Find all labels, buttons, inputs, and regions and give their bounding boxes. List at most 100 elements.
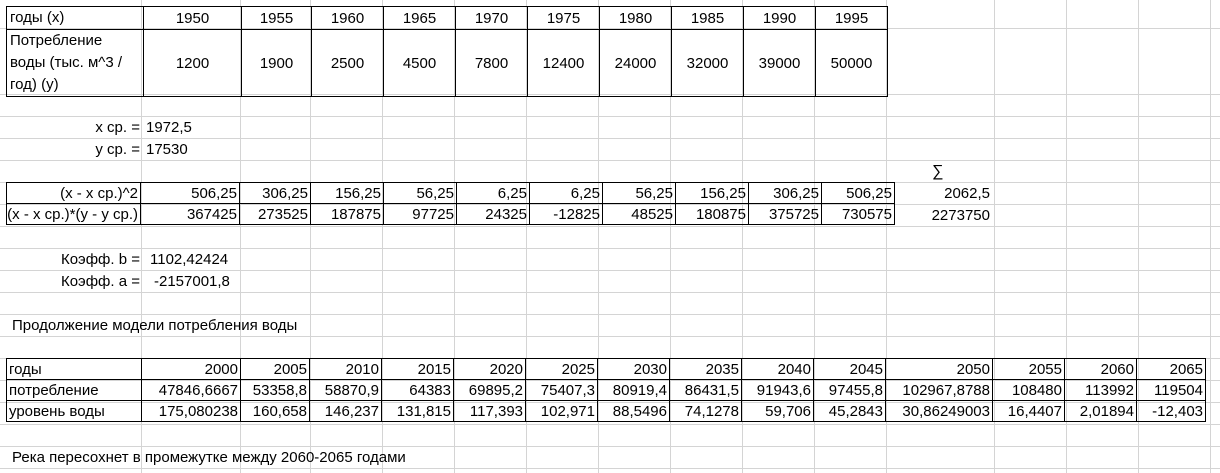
forecast-level-cell[interactable]: 30,86249003 (885, 400, 993, 422)
coef-a-value[interactable]: -2157001,8 (154, 273, 230, 290)
y-mean-label[interactable]: y ср. = (95, 141, 140, 158)
forecast-year-cell[interactable]: 2010 (309, 358, 382, 380)
year-cell[interactable]: 1985 (671, 6, 744, 30)
year-cell[interactable]: 1970 (455, 6, 528, 30)
consumption-cell[interactable]: 2500 (311, 29, 384, 97)
forecast-year-cell[interactable]: 2000 (141, 358, 241, 380)
consumption-label[interactable]: Потребление воды (тыс. м^3 / год) (y) (6, 29, 144, 97)
forecast-consumption-cell[interactable]: 75407,3 (525, 379, 598, 401)
calc-cell[interactable]: 6,25 (529, 182, 603, 204)
forecast-year-cell[interactable]: 2020 (453, 358, 526, 380)
year-cell[interactable]: 1960 (311, 6, 384, 30)
calc-cell[interactable]: 506,25 (140, 182, 240, 204)
forecast-level-cell[interactable]: 117,393 (453, 400, 526, 422)
year-cell[interactable]: 1990 (743, 6, 816, 30)
calc-cell[interactable]: 306,25 (239, 182, 311, 204)
forecast-consumption-cell[interactable]: 64383 (381, 379, 454, 401)
squared-deviation-label[interactable]: (x - x ср.)^2 (6, 182, 141, 204)
calc-cell[interactable]: 375725 (748, 203, 822, 225)
forecast-level-cell[interactable]: -12,403 (1136, 400, 1206, 422)
forecast-level-cell[interactable]: 102,971 (525, 400, 598, 422)
forecast-year-cell[interactable]: 2030 (597, 358, 670, 380)
forecast-level-cell[interactable]: 74,1278 (669, 400, 742, 422)
calc-cell[interactable]: 187875 (310, 203, 384, 225)
cross-deviation-sum[interactable]: 2273750 (931, 207, 990, 224)
forecast-level-cell[interactable]: 16,4407 (992, 400, 1065, 422)
year-cell[interactable]: 1965 (383, 6, 456, 30)
consumption-cell[interactable]: 50000 (815, 29, 888, 97)
forecast-level-cell[interactable]: 146,237 (309, 400, 382, 422)
x-mean-value[interactable]: 1972,5 (146, 119, 192, 136)
forecast-consumption-cell[interactable]: 47846,6667 (141, 379, 241, 401)
forecast-consumption-cell[interactable]: 108480 (992, 379, 1065, 401)
consumption-cell[interactable]: 32000 (671, 29, 744, 97)
coef-b-value[interactable]: 1102,42424 (150, 251, 229, 268)
consumption-cell[interactable]: 1200 (143, 29, 242, 97)
forecast-year-cell[interactable]: 2005 (240, 358, 310, 380)
forecast-level-cell[interactable]: 59,706 (741, 400, 814, 422)
year-cell[interactable]: 1955 (241, 6, 312, 30)
consumption-cell[interactable]: 4500 (383, 29, 456, 97)
forecast-consumption-cell[interactable]: 97455,8 (813, 379, 886, 401)
calc-cell[interactable]: 730575 (821, 203, 895, 225)
calc-cell[interactable]: 506,25 (821, 182, 895, 204)
forecast-consumption-cell[interactable]: 86431,5 (669, 379, 742, 401)
forecast-consumption-cell[interactable]: 69895,2 (453, 379, 526, 401)
consumption-cell[interactable]: 7800 (455, 29, 528, 97)
forecast-level-cell[interactable]: 131,815 (381, 400, 454, 422)
calc-cell[interactable]: 24325 (456, 203, 530, 225)
calc-cell[interactable]: 48525 (602, 203, 676, 225)
forecast-consumption-cell[interactable]: 119504 (1136, 379, 1206, 401)
forecast-years-label[interactable]: годы (6, 358, 142, 380)
forecast-consumption-cell[interactable]: 91943,6 (741, 379, 814, 401)
cross-deviation-label[interactable]: (x - x ср.)*(y - y ср.) (6, 203, 141, 225)
forecast-year-cell[interactable]: 2015 (381, 358, 454, 380)
coef-a-label[interactable]: Коэфф. a = (60, 273, 140, 290)
forecast-year-cell[interactable]: 2050 (885, 358, 993, 380)
calc-cell[interactable]: 97725 (383, 203, 457, 225)
calc-cell[interactable]: 367425 (140, 203, 240, 225)
calc-cell[interactable]: 56,25 (602, 182, 676, 204)
forecast-year-cell[interactable]: 2035 (669, 358, 742, 380)
x-mean-label[interactable]: x ср. = (95, 119, 140, 136)
calc-cell[interactable]: 180875 (675, 203, 749, 225)
calc-cell[interactable]: -12825 (529, 203, 603, 225)
consumption-cell[interactable]: 12400 (527, 29, 600, 97)
squared-deviation-sum[interactable]: 2062,5 (944, 185, 990, 202)
forecast-level-cell[interactable]: 2,01894 (1064, 400, 1137, 422)
year-cell[interactable]: 1995 (815, 6, 888, 30)
forecast-level-label[interactable]: уровень воды (6, 400, 142, 422)
consumption-cell[interactable]: 1900 (241, 29, 312, 97)
forecast-year-cell[interactable]: 2060 (1064, 358, 1137, 380)
calc-cell[interactable]: 273525 (239, 203, 311, 225)
forecast-year-cell[interactable]: 2045 (813, 358, 886, 380)
forecast-level-cell[interactable]: 45,2843 (813, 400, 886, 422)
forecast-year-cell[interactable]: 2065 (1136, 358, 1206, 380)
forecast-consumption-cell[interactable]: 80919,4 (597, 379, 670, 401)
consumption-cell[interactable]: 24000 (599, 29, 672, 97)
y-mean-value[interactable]: 17530 (146, 141, 188, 158)
year-cell[interactable]: 1980 (599, 6, 672, 30)
forecast-level-cell[interactable]: 88,5496 (597, 400, 670, 422)
model-section-title[interactable]: Продолжение модели потребления воды (12, 317, 298, 334)
forecast-consumption-cell[interactable]: 113992 (1064, 379, 1137, 401)
forecast-consumption-cell[interactable]: 53358,8 (240, 379, 310, 401)
forecast-year-cell[interactable]: 2055 (992, 358, 1065, 380)
forecast-consumption-cell[interactable]: 58870,9 (309, 379, 382, 401)
forecast-level-cell[interactable]: 160,658 (240, 400, 310, 422)
forecast-consumption-cell[interactable]: 102967,8788 (885, 379, 993, 401)
conclusion-text[interactable]: Река пересохнет в промежутке между 2060-… (12, 449, 406, 466)
calc-cell[interactable]: 156,25 (675, 182, 749, 204)
forecast-year-cell[interactable]: 2025 (525, 358, 598, 380)
years-label[interactable]: годы (x) (6, 6, 144, 30)
calc-cell[interactable]: 6,25 (456, 182, 530, 204)
forecast-consumption-label[interactable]: потребление (6, 379, 142, 401)
calc-cell[interactable]: 156,25 (310, 182, 384, 204)
calc-cell[interactable]: 306,25 (748, 182, 822, 204)
consumption-cell[interactable]: 39000 (743, 29, 816, 97)
year-cell[interactable]: 1950 (143, 6, 242, 30)
year-cell[interactable]: 1975 (527, 6, 600, 30)
forecast-level-cell[interactable]: 175,080238 (141, 400, 241, 422)
coef-b-label[interactable]: Коэфф. b = (60, 251, 140, 268)
forecast-year-cell[interactable]: 2040 (741, 358, 814, 380)
